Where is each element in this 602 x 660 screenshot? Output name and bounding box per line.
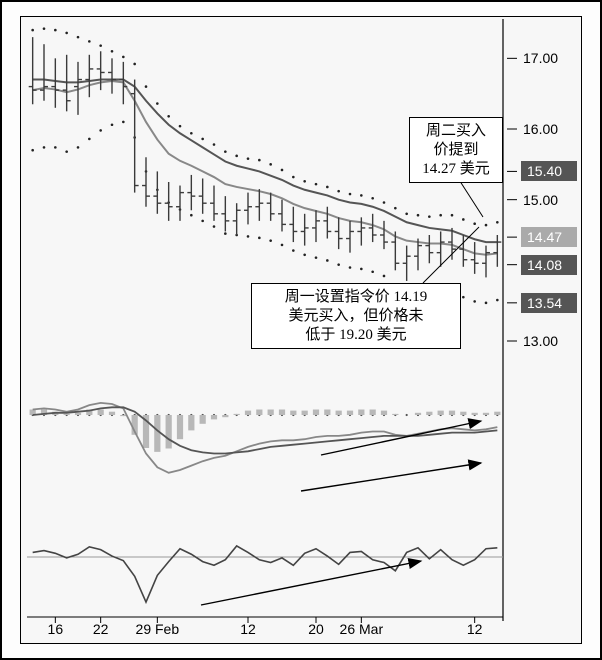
price-box-label: 14.47 xyxy=(521,227,577,247)
callout-line: 周二买入 xyxy=(416,122,496,141)
callout-line: 美元买入，但价格未 xyxy=(258,307,454,326)
x-tick-label: 12 xyxy=(240,621,256,637)
x-tick-label: 26 Mar xyxy=(340,621,384,637)
callout-line: 价提到 xyxy=(416,141,496,160)
x-tick-label: 20 xyxy=(308,621,324,637)
callout-line: 14.27 美元 xyxy=(416,160,496,179)
callout-monday: 周一设置指令价 14.19美元买入，但价格未低于 19.20 美元 xyxy=(251,283,461,349)
y-tick-label: 17.00 xyxy=(523,50,558,66)
callout-tuesday: 周二买入价提到14.27 美元 xyxy=(409,117,503,183)
price-box-label: 14.08 xyxy=(521,255,577,275)
x-tick-label: 12 xyxy=(467,621,483,637)
y-tick-label: 16.00 xyxy=(523,121,558,137)
chart-outer-frame: 17.00 16.00 15.40 15.00 14.47 14.08 13.54 13.00… xyxy=(0,0,602,660)
price-box-label: 15.40 xyxy=(521,161,577,181)
x-tick-label: 16 xyxy=(48,621,64,637)
callout-line: 周一设置指令价 14.19 xyxy=(258,288,454,307)
callout-line: 低于 19.20 美元 xyxy=(258,326,454,345)
price-box-label: 13.54 xyxy=(521,293,577,313)
chart-inner-panel: 17.00 16.00 15.40 15.00 14.47 14.08 13.54 13.00… xyxy=(20,16,582,644)
y-tick-label: 15.00 xyxy=(523,192,558,208)
y-tick-label: 13.00 xyxy=(523,333,558,349)
x-tick-label: 22 xyxy=(93,621,109,637)
x-tick-label: 29 Feb xyxy=(136,621,180,637)
